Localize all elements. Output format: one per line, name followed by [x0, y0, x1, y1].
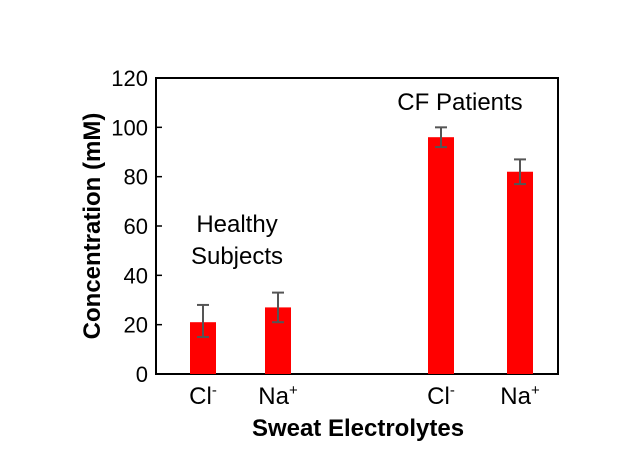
x-tick-label: Na+ [500, 382, 540, 410]
x-tick-label: Na+ [258, 382, 298, 410]
error-bars [197, 126, 526, 338]
annotation-label: CF Patients [397, 89, 522, 116]
y-tick-label: 40 [124, 263, 148, 288]
error-bar [197, 303, 209, 338]
error-bar [272, 291, 284, 324]
bar [507, 171, 533, 374]
x-tick-label: Cl- [427, 382, 455, 410]
annotation-label: Subjects [191, 243, 283, 270]
y-axis-title: Concentration (mM) [79, 113, 106, 340]
x-axis-category-labels: Cl- Na+ Cl- Na+ [189, 382, 540, 410]
annotation-label: Healthy [196, 211, 277, 238]
y-tick-label: 60 [124, 214, 148, 239]
y-axis-ticks: 0 20 40 60 80 100 120 [111, 66, 162, 387]
bar [428, 137, 454, 374]
error-bar [435, 126, 447, 149]
x-axis-title: Sweat Electrolytes [252, 415, 464, 442]
y-tick-label: 20 [124, 313, 148, 338]
y-tick-label: 100 [111, 115, 148, 140]
annotations: Healthy Subjects CF Patients [191, 89, 523, 270]
y-tick-label: 120 [111, 66, 148, 91]
y-tick-label: 80 [124, 165, 148, 190]
error-bar [514, 158, 526, 186]
y-tick-label: 0 [136, 362, 148, 387]
x-tick-label: Cl- [189, 382, 217, 410]
